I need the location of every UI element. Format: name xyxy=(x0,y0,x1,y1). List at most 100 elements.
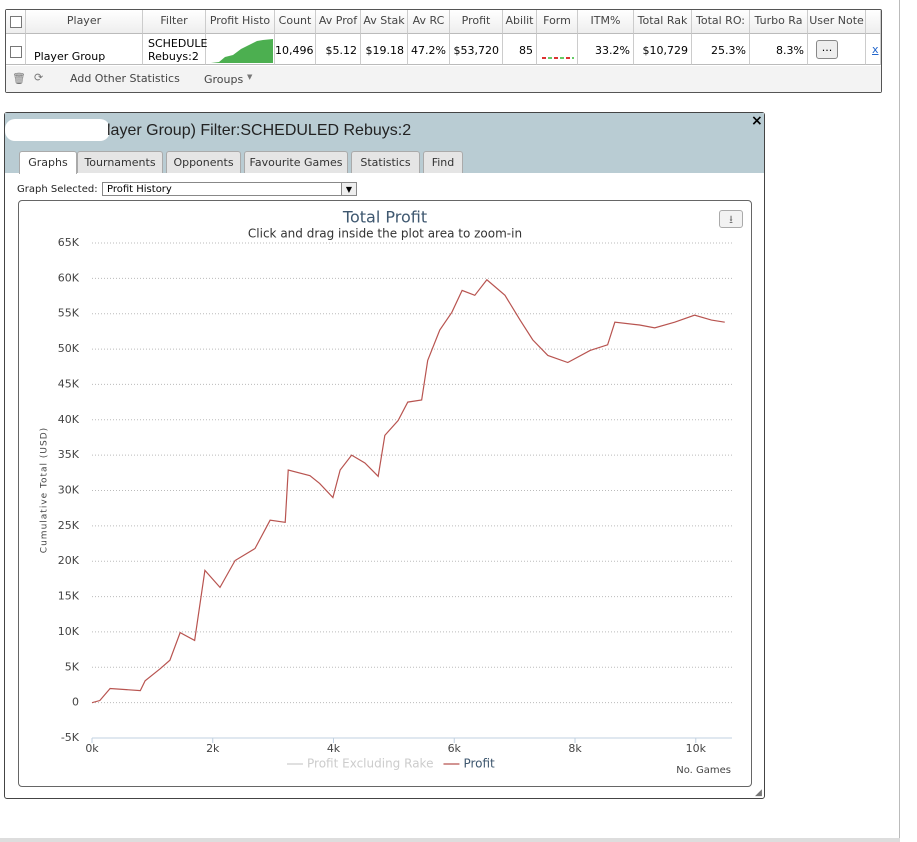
column-header[interactable]: Count xyxy=(275,10,316,34)
y-tick-label: 0 xyxy=(72,696,79,709)
row-cell xyxy=(750,34,808,65)
sparkline xyxy=(211,39,273,63)
tab[interactable]: Opponents xyxy=(166,151,241,173)
row-cell xyxy=(450,34,503,65)
y-tick-label: 45K xyxy=(58,377,80,390)
column-header[interactable]: Player xyxy=(26,10,143,34)
y-tick-label: 15K xyxy=(58,590,80,603)
y-tick-label: 35K xyxy=(58,448,80,461)
graph-selected-label: Graph Selected: xyxy=(17,184,98,195)
row-cell xyxy=(866,34,881,65)
redaction xyxy=(5,119,110,141)
filter-text: Rebuys:2 xyxy=(148,50,199,63)
column-header[interactable]: User Note xyxy=(808,10,866,34)
row-cell xyxy=(692,34,750,65)
resize-handle[interactable]: ◢ xyxy=(755,788,762,798)
column-header[interactable]: Total Rak xyxy=(634,10,692,34)
chart-title: Total Profit xyxy=(342,208,427,227)
row-cell xyxy=(26,34,143,65)
column-header[interactable]: Form xyxy=(537,10,578,34)
row-value: $53,720 xyxy=(453,44,500,57)
y-axis-label: Cumulative Total (USD) xyxy=(40,427,50,553)
stats-grid: Player Filter Profit Histo Count Av Prof Av S… xyxy=(5,9,882,93)
row-cell xyxy=(578,34,634,65)
groups-menu[interactable]: Groups xyxy=(204,73,244,86)
row-cell xyxy=(143,34,206,65)
y-tick-label: -5K xyxy=(61,731,80,744)
dialog-title: layer Group) Filter:SCHEDULED Rebuys:2 xyxy=(107,122,412,139)
row-value: $10,729 xyxy=(642,44,689,57)
graph-select-value: Profit History xyxy=(107,184,172,195)
chart-subtitle: Click and drag inside the plot area to z… xyxy=(248,227,522,241)
row-value: 47.2% xyxy=(411,44,446,57)
row-value: $5.12 xyxy=(325,44,358,57)
y-tick-label: 65K xyxy=(58,236,80,249)
y-tick-label: 30K xyxy=(58,484,80,497)
player-name: Player Group xyxy=(34,50,106,63)
x-tick-label: 4k xyxy=(327,742,341,755)
column-header[interactable]: Filter xyxy=(143,10,206,34)
y-tick-label: 40K xyxy=(58,413,80,426)
row-cell xyxy=(361,34,408,65)
refresh-icon[interactable]: ⟳ xyxy=(34,71,44,84)
column-header[interactable]: ITM% xyxy=(578,10,634,34)
y-tick-label: 10K xyxy=(58,625,80,638)
row-cell xyxy=(537,34,578,65)
column-header[interactable]: Av RC xyxy=(408,10,450,34)
row-value: 25.3% xyxy=(711,44,746,57)
row-cell xyxy=(634,34,692,65)
dropdown-arrow[interactable]: ▼ xyxy=(341,183,356,195)
tab[interactable]: Find xyxy=(423,151,463,173)
row-value: $19.18 xyxy=(365,44,405,57)
close-button[interactable]: × xyxy=(751,113,763,129)
column-header[interactable]: Turbo Ra xyxy=(750,10,808,34)
row-cell xyxy=(808,34,866,65)
y-tick-label: 50K xyxy=(58,342,80,355)
header-cell xyxy=(866,10,881,34)
x-tick-label: 10k xyxy=(686,742,707,755)
chart-frame xyxy=(18,200,752,787)
graph-select[interactable]: Profit History ▼ xyxy=(102,182,357,196)
notes-button[interactable]: ... xyxy=(816,40,838,59)
legend-label[interactable]: Profit Excluding Rake xyxy=(307,757,433,771)
page-edge xyxy=(0,838,900,842)
x-tick-label: 0k xyxy=(85,742,99,755)
row-value: 85 xyxy=(519,44,533,57)
export-button[interactable]: ⭳ xyxy=(719,210,743,228)
column-header[interactable]: Total RO: xyxy=(692,10,750,34)
column-header[interactable]: Profit xyxy=(450,10,503,34)
delete-icon[interactable]: 🗑 xyxy=(12,72,26,85)
column-header[interactable]: Abilit xyxy=(503,10,537,34)
form-indicator xyxy=(542,57,574,59)
profit-line xyxy=(91,278,725,704)
column-header[interactable]: Av Stak xyxy=(361,10,408,34)
column-header[interactable]: Profit Histo xyxy=(206,10,275,34)
y-tick-label: 55K xyxy=(58,307,80,320)
tab[interactable]: Favourite Games xyxy=(244,151,348,173)
y-tick-label: 60K xyxy=(58,271,80,284)
tab[interactable]: Tournaments xyxy=(77,151,163,173)
row-value: 10,496 xyxy=(275,44,314,57)
y-tick-label: 20K xyxy=(58,554,80,567)
checkbox[interactable] xyxy=(10,16,22,28)
row-cell xyxy=(316,34,361,65)
sparkline-area xyxy=(211,39,273,63)
x-axis-label: No. Games xyxy=(676,765,731,776)
toolbar xyxy=(6,66,881,92)
dropdown-arrow[interactable]: ▼ xyxy=(247,73,253,81)
x-tick-label: 8k xyxy=(568,742,582,755)
x-tick-label: 2k xyxy=(206,742,220,755)
tab[interactable]: Statistics xyxy=(351,151,420,173)
column-header[interactable]: Av Prof xyxy=(316,10,361,34)
row-value: 33.2% xyxy=(595,44,630,57)
tab[interactable]: Graphs xyxy=(19,151,77,174)
row-value: 8.3% xyxy=(776,44,804,57)
row-cell xyxy=(206,34,275,65)
legend-label[interactable]: Profit xyxy=(463,757,495,771)
add-stats[interactable]: Add Other Statistics xyxy=(70,72,180,85)
checkbox[interactable] xyxy=(10,46,22,58)
page-edge xyxy=(899,0,900,842)
remove-link[interactable]: x xyxy=(872,43,879,56)
